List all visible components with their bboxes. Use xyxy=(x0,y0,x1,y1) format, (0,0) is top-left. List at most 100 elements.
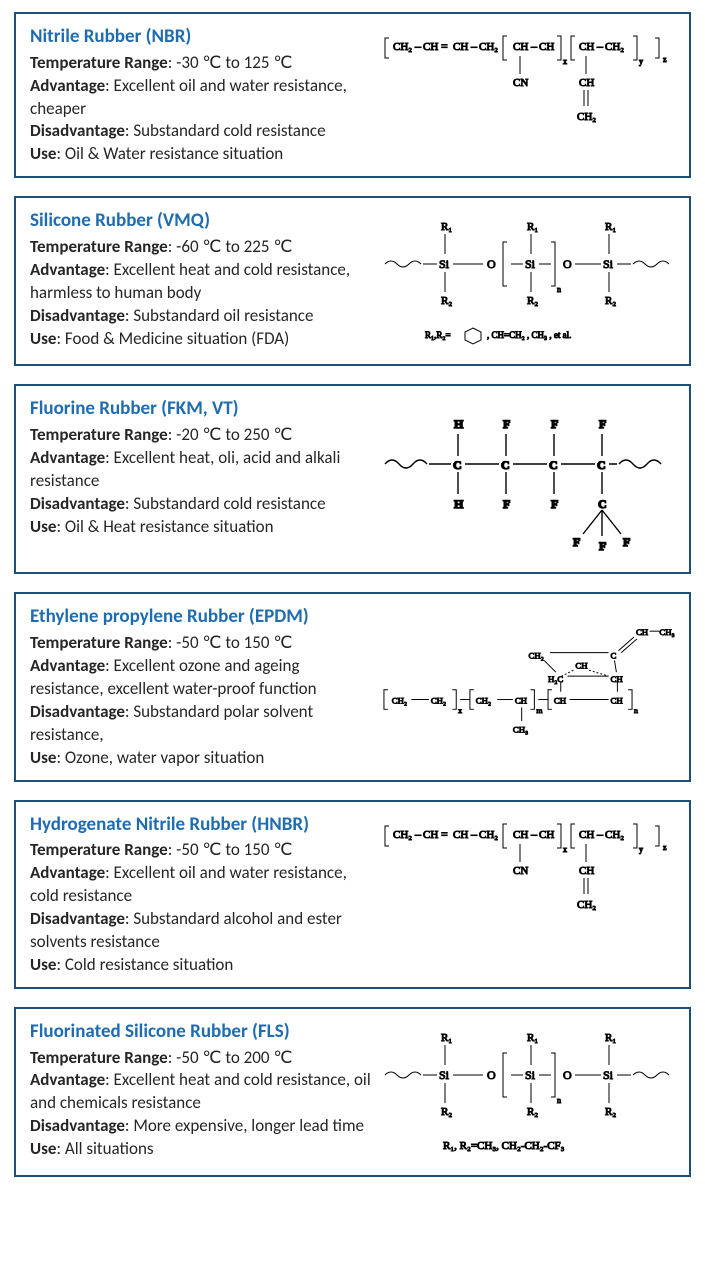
svg-text:H: H xyxy=(454,497,464,511)
structure-hnbr: z CH₂– CH= CH– CH₂ CH– CH x CH– CH₂ y CN… xyxy=(382,812,675,928)
svg-text:R₁: R₁ xyxy=(441,1032,452,1044)
svg-text:CH₂: CH₂ xyxy=(605,41,624,53)
svg-text:n: n xyxy=(634,707,638,716)
svg-text:C: C xyxy=(549,458,558,472)
structure-fkm: C C C C H H F F F F F C F F xyxy=(382,396,675,562)
label-adv: Advantage xyxy=(30,75,105,96)
svg-text:–: – xyxy=(530,827,538,841)
adv-row: Advantage: Excellent heat and cold resis… xyxy=(30,1069,374,1115)
use-val: Oil & Water resistance situation xyxy=(65,143,283,164)
svg-text:CH: CH xyxy=(539,829,554,841)
title-nbr: Nitrile Rubber (NBR) xyxy=(30,24,374,50)
svg-text:–: – xyxy=(470,827,478,841)
svg-text:CH: CH xyxy=(453,41,468,53)
temp-row: Temperature Range: -50 ℃ to 200 ℃ xyxy=(30,1047,374,1070)
structure-nbr: z CH₂– CH= CH– CH₂ CH– CH x CH– CH₂ y xyxy=(382,24,675,140)
svg-text:CH₂: CH₂ xyxy=(393,41,412,53)
use-row: Use: Ozone, water vapor situation xyxy=(30,747,374,770)
title-vmq: Silicone Rubber (VMQ) xyxy=(30,208,374,234)
temp-row: Temperature Range: -20 ℃ to 250 ℃ xyxy=(30,424,374,447)
svg-text:CH₃: CH₃ xyxy=(513,725,528,735)
svg-text:, CH=CH₂ , CH₃ , et al.: , CH=CH₂ , CH₃ , et al. xyxy=(487,330,571,340)
adv-row: Advantage: Excellent heat and cold resis… xyxy=(30,259,374,305)
title-hnbr: Hydrogenate Nitrile Rubber (HNBR) xyxy=(30,812,374,838)
svg-text:CH: CH xyxy=(423,829,438,841)
svg-text:–: – xyxy=(414,39,422,53)
svg-text:F: F xyxy=(623,535,630,549)
svg-text:R₂: R₂ xyxy=(441,295,452,307)
dis-row: Disadvantage: Substandard cold resistanc… xyxy=(30,493,374,516)
structure-epdm: CH₂ CH₂ x CH₂ CH m CH₃ CH CH xyxy=(382,604,675,750)
svg-text:C: C xyxy=(453,458,462,472)
svg-text:CH: CH xyxy=(513,829,528,841)
svg-text:CH: CH xyxy=(453,829,468,841)
svg-text:Si: Si xyxy=(439,1068,450,1082)
svg-text:F: F xyxy=(551,417,558,431)
svg-text:Si: Si xyxy=(525,257,536,271)
svg-text:m: m xyxy=(536,707,542,716)
svg-text:C: C xyxy=(597,458,606,472)
svg-text:–: – xyxy=(414,827,422,841)
svg-text:CN: CN xyxy=(513,77,528,89)
svg-text:–: – xyxy=(596,827,604,841)
svg-text:R₂: R₂ xyxy=(527,295,538,307)
svg-text:F: F xyxy=(503,497,510,511)
temp-row: Temperature Range: -50 ℃ to 150 ℃ xyxy=(30,839,374,862)
card-epdm: Ethylene propylene Rubber (EPDM) Tempera… xyxy=(14,592,691,781)
svg-text:O: O xyxy=(487,257,496,271)
dis-row: Disadvantage: Substandard alcohol and es… xyxy=(30,908,374,954)
svg-text:CN: CN xyxy=(513,865,528,877)
card-fkm: Fluorine Rubber (FKM, VT) Temperature Ra… xyxy=(14,384,691,574)
svg-text:Si: Si xyxy=(603,1068,614,1082)
text-nbr: Nitrile Rubber (NBR) Temperature Range: … xyxy=(30,24,374,166)
text-vmq: Silicone Rubber (VMQ) Temperature Range:… xyxy=(30,208,374,350)
adv-row: Advantage: Excellent oil and water resis… xyxy=(30,75,374,121)
svg-text:CH₂: CH₂ xyxy=(393,829,412,841)
label-use: Use xyxy=(30,143,56,164)
dis-row: Disadvantage: Substandard oil resistance xyxy=(30,305,374,328)
svg-text:CH: CH xyxy=(539,41,554,53)
svg-text:–: – xyxy=(470,39,478,53)
svg-text:R₁,R₂=: R₁,R₂= xyxy=(425,330,451,340)
text-epdm: Ethylene propylene Rubber (EPDM) Tempera… xyxy=(30,604,374,769)
structure-fls: R₁ Si R₂ O R₁ Si R₂ n O R₁ Si R₂ xyxy=(382,1019,675,1165)
svg-text:CH₂: CH₂ xyxy=(577,111,596,123)
title-fkm: Fluorine Rubber (FKM, VT) xyxy=(30,396,374,422)
structure-vmq: R₁ Si R₂ O R₁ Si R₂ n O xyxy=(382,208,675,354)
label-temp: Temperature Range xyxy=(30,52,168,73)
fls-caption: R₁, R₂=CH₃, CH₂-CH₂-CF₃ xyxy=(443,1140,565,1152)
dis-row: Disadvantage: Substandard cold resistanc… xyxy=(30,120,374,143)
svg-text:O: O xyxy=(487,1068,496,1082)
svg-text:n: n xyxy=(557,1096,561,1105)
svg-text:CH: CH xyxy=(579,865,594,877)
svg-text:CH: CH xyxy=(554,696,567,706)
card-nbr: Nitrile Rubber (NBR) Temperature Range: … xyxy=(14,12,691,178)
use-row: Use: Oil & Heat resistance situation xyxy=(30,516,374,539)
svg-text:F: F xyxy=(551,497,558,511)
svg-text:CH₂: CH₂ xyxy=(476,696,491,706)
svg-text:R₁: R₁ xyxy=(441,221,452,233)
text-hnbr: Hydrogenate Nitrile Rubber (HNBR) Temper… xyxy=(30,812,374,977)
temp-row: Temperature Range: -50 ℃ to 150 ℃ xyxy=(30,632,374,655)
svg-text:CH₃: CH₃ xyxy=(659,627,674,637)
card-vmq: Silicone Rubber (VMQ) Temperature Range:… xyxy=(14,196,691,366)
svg-text:R₁: R₁ xyxy=(527,1032,538,1044)
svg-text:z: z xyxy=(663,843,667,852)
svg-text:O: O xyxy=(563,1068,572,1082)
svg-text:C: C xyxy=(598,497,607,511)
svg-text:=: = xyxy=(441,827,448,841)
svg-text:CH₂: CH₂ xyxy=(479,829,498,841)
svg-text:CH: CH xyxy=(579,41,594,53)
use-row: Use: Cold resistance situation xyxy=(30,954,374,977)
svg-text:CH: CH xyxy=(579,77,594,89)
svg-text:x: x xyxy=(563,845,567,854)
svg-text:CH: CH xyxy=(515,696,528,706)
svg-text:y: y xyxy=(639,57,643,66)
svg-text:F: F xyxy=(503,417,510,431)
svg-text:–: – xyxy=(530,39,538,53)
svg-text:F: F xyxy=(573,535,580,549)
temp-val: -30 ℃ to 125 ℃ xyxy=(176,52,292,73)
svg-text:x: x xyxy=(563,57,567,66)
svg-text:CH₂: CH₂ xyxy=(431,696,446,706)
svg-text:H: H xyxy=(454,417,464,431)
